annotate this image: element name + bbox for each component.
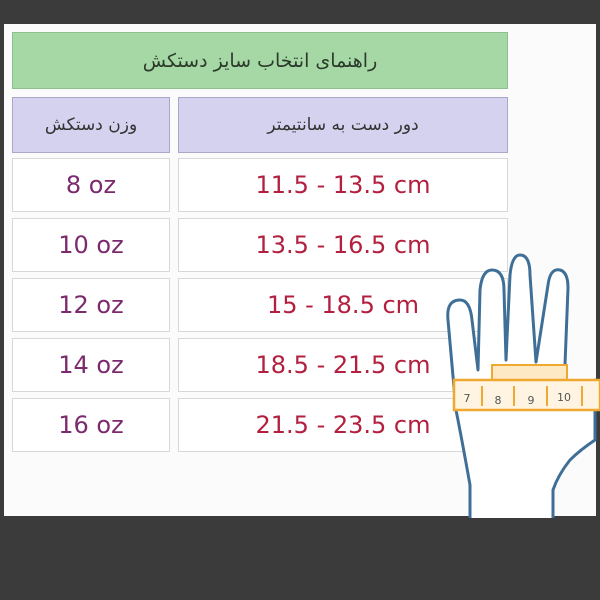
- tape-label: 10: [557, 391, 571, 404]
- tape-label: 8: [495, 394, 502, 407]
- hand-measure-illustration: 7 8 9 10: [446, 253, 600, 518]
- tape-label: 9: [528, 394, 535, 407]
- weight-cell: 14 oz: [12, 338, 170, 392]
- weight-cell: 8 oz: [12, 158, 170, 212]
- weight-cell: 12 oz: [12, 278, 170, 332]
- header-weight: وزن دستکش: [12, 97, 170, 153]
- range-cell: 11.5 - 13.5 cm: [178, 158, 508, 212]
- weight-cell: 16 oz: [12, 398, 170, 452]
- tape-upper: [491, 364, 568, 381]
- range-cell: 13.5 - 16.5 cm: [178, 218, 508, 272]
- weight-cell: 10 oz: [12, 218, 170, 272]
- header-circumference: دور دست به سانتیمتر: [178, 97, 508, 153]
- tape-label: 7: [464, 392, 471, 405]
- chart-title: راهنمای انتخاب سایز دستکش: [12, 32, 508, 89]
- measuring-tape: [452, 378, 600, 412]
